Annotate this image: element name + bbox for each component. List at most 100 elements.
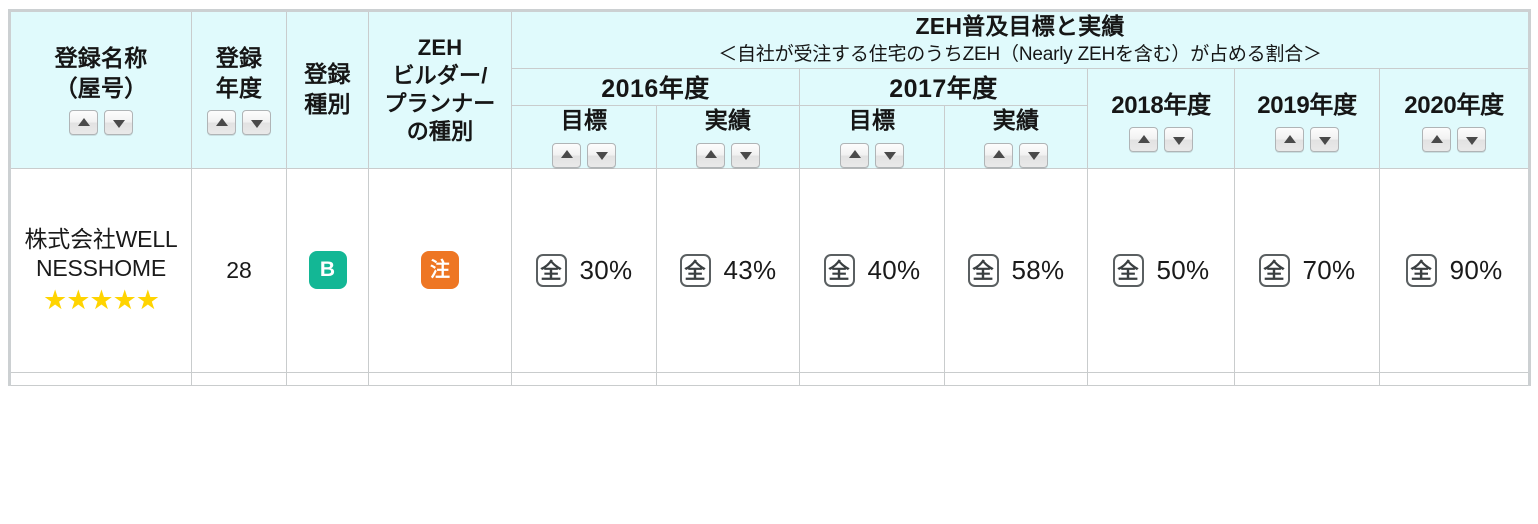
- sort-descending-icon[interactable]: [242, 110, 271, 136]
- col-header-name-line1: 登録名称: [54, 45, 148, 72]
- sort-descending-icon[interactable]: [1310, 127, 1339, 153]
- header-row-2: 2016年度 2017年度 2018年度 2019年度 2020年度: [10, 68, 1531, 169]
- sort-descending-icon[interactable]: [1457, 127, 1487, 153]
- scope-all-icon: 全: [967, 253, 999, 287]
- scope-all-icon: 全: [1112, 253, 1144, 287]
- cell-2016-actual: 全 43%: [656, 167, 800, 373]
- col-header-year-2019: 2019年度: [1234, 68, 1380, 169]
- sort-ascending-icon[interactable]: [552, 142, 581, 168]
- cell-2016-actual: [656, 371, 800, 386]
- scope-all-icon: 全: [823, 253, 855, 287]
- registration-type-badge[interactable]: B: [308, 251, 347, 290]
- col-header-reg-year-line1: 登録: [215, 45, 263, 72]
- sort-ascending-icon[interactable]: [1275, 127, 1304, 153]
- table-row[interactable]: [9, 371, 1531, 386]
- target-label-2017: 目標: [848, 107, 896, 134]
- year-2016-label: 2016年度: [601, 75, 710, 104]
- sort-controls-2016-target: [512, 142, 656, 168]
- col-header-2017-target: 目標: [799, 105, 945, 169]
- col-header-year-2016: 2016年度: [511, 68, 800, 107]
- col-header-registered-name: 登録名称 （屋号）: [9, 10, 192, 169]
- cell-2017-actual: [944, 371, 1088, 386]
- percentage-value: 30%: [579, 254, 633, 285]
- year-2019-label: 2019年度: [1257, 92, 1357, 120]
- col-header-builder-line3: プランナー: [384, 90, 496, 116]
- builder-type-badge[interactable]: 注: [421, 251, 459, 290]
- cell-2016-target: 全 30%: [511, 167, 657, 373]
- col-header-year-2017: 2017年度: [799, 68, 1088, 107]
- sort-descending-icon[interactable]: [1164, 127, 1193, 153]
- group-header-zeh-goals: ZEH普及目標と実績 ＜自社が受注する住宅のうちZEH（Nearly ZEHを含…: [510, 9, 1531, 70]
- col-header-2016-target: 目標: [511, 105, 657, 169]
- col-header-year-2020: 2020年度: [1378, 68, 1531, 169]
- col-header-builder-line1: ZEH: [417, 34, 463, 60]
- sort-controls-year-2020: [1380, 127, 1528, 153]
- zeh-registry-table: 登録名称 （屋号） 登録 年度 登録 種別: [8, 9, 1532, 386]
- sort-ascending-icon[interactable]: [840, 142, 869, 168]
- table-head: 登録名称 （屋号） 登録 年度 登録 種別: [9, 9, 1531, 169]
- col-header-2016-actual: 実績: [656, 105, 800, 169]
- cell-2020: 全 90%: [1378, 167, 1531, 373]
- sort-controls-year-2019: [1235, 127, 1379, 153]
- cell-builder-planner-type: [368, 371, 512, 386]
- registration-year-value: 28: [226, 256, 252, 283]
- sort-controls-registration-year: [192, 110, 286, 136]
- col-header-2017-actual: 実績: [944, 105, 1088, 169]
- col-header-registration-type: 登録 種別: [286, 10, 369, 169]
- sort-ascending-icon[interactable]: [696, 142, 725, 168]
- col-header-reg-year-line2: 年度: [215, 74, 263, 101]
- col-header-reg-type-line2: 種別: [304, 90, 351, 117]
- sort-ascending-icon[interactable]: [69, 110, 98, 136]
- sort-ascending-icon[interactable]: [984, 142, 1013, 168]
- scope-all-icon: 全: [1405, 253, 1437, 287]
- sort-ascending-icon[interactable]: [207, 110, 236, 136]
- col-header-year-2018: 2018年度: [1087, 68, 1235, 169]
- sort-controls-2016-actual: [657, 142, 799, 168]
- sort-ascending-icon[interactable]: [1129, 127, 1158, 153]
- percentage-value: 70%: [1302, 254, 1356, 285]
- scope-all-icon: 全: [1258, 253, 1290, 287]
- zeh-table-container: 登録名称 （屋号） 登録 年度 登録 種別: [0, 0, 1538, 386]
- table-row[interactable]: 株式会社WELLNESSHOME ★★★★★ 28 B 注 全 30% 全: [9, 167, 1531, 373]
- cell-registered-name: [9, 371, 192, 386]
- star-rating: ★★★★★: [42, 284, 160, 315]
- sort-descending-icon[interactable]: [875, 142, 904, 168]
- actual-label-2017: 実績: [992, 107, 1040, 134]
- header-row-3: 目標 実績 目標 実績: [10, 105, 1530, 169]
- sort-controls-year-2018: [1088, 127, 1234, 153]
- year-2018-label: 2018年度: [1111, 92, 1211, 120]
- cell-2017-target: [799, 371, 945, 386]
- col-header-name-line2: （屋号）: [54, 74, 148, 101]
- percentage-value: 50%: [1156, 254, 1210, 285]
- sort-ascending-icon[interactable]: [1422, 127, 1452, 153]
- col-header-builder-line2: ビルダー/: [392, 62, 488, 88]
- sort-controls-registered-name: [11, 110, 191, 136]
- percentage-value: 90%: [1449, 254, 1503, 285]
- company-name: 株式会社WELLNESSHOME: [24, 225, 178, 282]
- cell-registration-type: B: [286, 167, 369, 373]
- header-row-1: 登録名称 （屋号） 登録 年度 登録 種別: [9, 9, 1531, 169]
- cell-2019: 全 70%: [1234, 167, 1380, 373]
- group-header-title: ZEH普及目標と実績: [915, 13, 1125, 39]
- scope-all-icon: 全: [535, 253, 567, 287]
- col-header-builder-planner-type: ZEH ビルダー/ プランナー の種別: [368, 10, 512, 169]
- col-header-registration-year: 登録 年度: [191, 10, 287, 169]
- cell-registration-year: [191, 371, 287, 386]
- sort-descending-icon[interactable]: [731, 142, 760, 168]
- col-header-reg-type-line1: 登録: [304, 61, 351, 88]
- target-label-2016: 目標: [560, 107, 608, 134]
- table-body: 株式会社WELLNESSHOME ★★★★★ 28 B 注 全 30% 全: [9, 167, 1531, 386]
- actual-label-2016: 実績: [704, 107, 752, 134]
- percentage-value: 43%: [723, 254, 777, 285]
- cell-2018: [1087, 371, 1235, 386]
- scope-all-icon: 全: [679, 253, 711, 287]
- percentage-value: 58%: [1011, 254, 1065, 285]
- sort-descending-icon[interactable]: [1019, 142, 1048, 168]
- percentage-value: 40%: [867, 254, 921, 285]
- cell-builder-planner-type: 注: [368, 167, 512, 373]
- sort-descending-icon[interactable]: [587, 142, 616, 168]
- group-header-subtitle: ＜自社が受注する住宅のうちZEH（Nearly ZEHを含む）が占める割合＞: [718, 43, 1322, 65]
- sort-controls-2017-actual: [945, 142, 1087, 168]
- year-2020-label: 2020年度: [1404, 92, 1504, 120]
- sort-descending-icon[interactable]: [104, 110, 133, 136]
